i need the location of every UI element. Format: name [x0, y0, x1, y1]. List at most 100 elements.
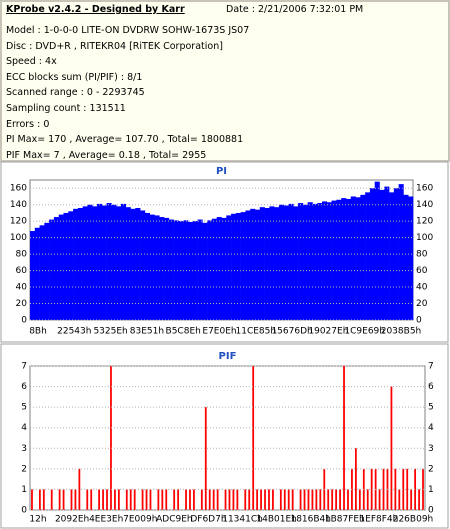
bar	[350, 196, 356, 320]
bar	[341, 198, 347, 320]
x-tick-label: 11341Ch	[222, 515, 263, 525]
bar	[250, 208, 256, 320]
bar	[82, 206, 88, 320]
x-tick-label: 5325Eh	[93, 327, 127, 337]
info-line: PI Max= 170 , Average= 107.70 , Total= 1…	[6, 134, 244, 146]
y-tick-label: 2	[21, 464, 27, 474]
x-tick-label: E7E0Eh	[202, 327, 236, 337]
bar	[68, 211, 74, 320]
bar	[384, 186, 390, 320]
info-panel: KProbe v2.4.2 - Designed by Karr Date : …	[0, 0, 450, 162]
bar	[200, 489, 203, 510]
bar	[216, 217, 222, 320]
y-tick-label: 160	[10, 184, 27, 194]
bar	[39, 225, 45, 320]
bar	[299, 489, 302, 510]
y-tick-label: 80	[16, 250, 28, 260]
bar	[355, 197, 361, 320]
bar	[360, 194, 366, 320]
bar	[382, 468, 385, 510]
bar	[335, 489, 338, 510]
bar	[30, 231, 36, 320]
bar	[173, 220, 179, 320]
bar	[92, 206, 98, 320]
bar	[307, 202, 313, 320]
bar	[211, 218, 218, 320]
bar	[110, 366, 112, 510]
x-tick-label: 83E51h	[130, 327, 164, 337]
bar	[73, 208, 79, 320]
x-tick-label: 1816B4h	[290, 515, 331, 525]
bar	[106, 489, 108, 510]
bar	[354, 448, 357, 510]
bar	[255, 209, 261, 320]
bar	[274, 207, 280, 320]
bar	[410, 489, 413, 510]
x-tick-label: 8Bh	[29, 327, 47, 337]
bar	[245, 210, 251, 320]
bar	[264, 208, 270, 320]
info-line: Errors : 0	[6, 118, 50, 130]
bar	[293, 206, 299, 320]
y-tick-label: 20	[16, 299, 28, 309]
bar	[279, 489, 282, 510]
bar	[406, 468, 409, 510]
bar	[418, 489, 420, 510]
bar	[345, 198, 352, 320]
bar	[408, 196, 414, 320]
bar	[228, 489, 231, 510]
bar	[90, 489, 93, 510]
bar	[226, 215, 232, 320]
bar	[208, 489, 211, 510]
bar	[365, 192, 371, 320]
y-tick-label: 40	[16, 283, 28, 293]
x-tick-label: DF6D7h	[190, 515, 226, 525]
bar	[312, 203, 318, 320]
y2-tick-label: 6	[428, 382, 434, 392]
y-tick-label: 100	[10, 233, 27, 243]
bar	[183, 220, 189, 320]
bar	[331, 200, 337, 320]
bar	[319, 489, 322, 510]
info-line: Speed : 4x	[6, 56, 57, 68]
bar	[398, 489, 401, 510]
bar	[161, 489, 164, 510]
bar	[414, 468, 417, 510]
y2-tick-label: 7	[428, 362, 434, 372]
bar	[264, 489, 266, 510]
bar	[44, 222, 50, 320]
bar	[272, 489, 274, 510]
info-line: Disc : DVD+R , RITEKR04 [RiTEK Corporati…	[6, 40, 223, 52]
bar	[34, 227, 40, 320]
bar	[398, 184, 404, 320]
bar	[366, 489, 369, 510]
bar	[202, 222, 208, 320]
y2-tick-label: 120	[416, 217, 433, 227]
bar	[260, 489, 262, 510]
bar	[149, 214, 155, 320]
bar	[283, 205, 289, 320]
bar	[288, 203, 294, 320]
x-tick-label: 11CE85h	[236, 327, 277, 337]
bar	[140, 210, 146, 320]
bar	[379, 189, 385, 320]
x-tick-label: 2038B5h	[381, 327, 422, 337]
bar	[197, 219, 203, 320]
bar	[135, 208, 141, 320]
x-tick-label: 1B87FEh	[325, 515, 365, 525]
bar	[235, 212, 241, 320]
bar	[224, 489, 227, 510]
bar	[157, 489, 160, 510]
bar	[378, 489, 381, 510]
y2-tick-label: 0	[416, 316, 422, 326]
y2-tick-label: 140	[416, 200, 433, 210]
bar	[343, 366, 345, 510]
bar	[193, 489, 195, 510]
app-title: KProbe v2.4.2 - Designed by Karr	[6, 4, 185, 15]
bar	[173, 489, 176, 510]
x-tick-label: 4EE3Eh	[89, 515, 123, 525]
bar	[125, 489, 128, 510]
x-tick-label: 12h	[29, 515, 46, 525]
bar	[232, 489, 235, 510]
bar	[125, 207, 131, 320]
